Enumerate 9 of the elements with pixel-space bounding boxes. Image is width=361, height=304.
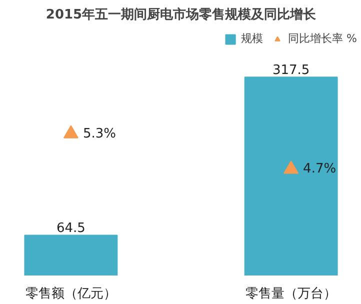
data-label: 4.7% <box>303 162 336 177</box>
legend-label: 同比增长率 % <box>288 31 357 46</box>
legend-label: 规模 <box>241 31 264 46</box>
x-tick-label: 零售额（亿元） <box>25 286 116 302</box>
data-label: 5.3% <box>82 126 116 142</box>
x-tick-label: 零售量（万台） <box>246 286 337 302</box>
chart-title: 2015年五一期间厨电市场零售规模及同比增长 <box>46 6 318 22</box>
data-label: 317.5 <box>272 63 310 78</box>
data-label: 64.5 <box>56 221 86 236</box>
